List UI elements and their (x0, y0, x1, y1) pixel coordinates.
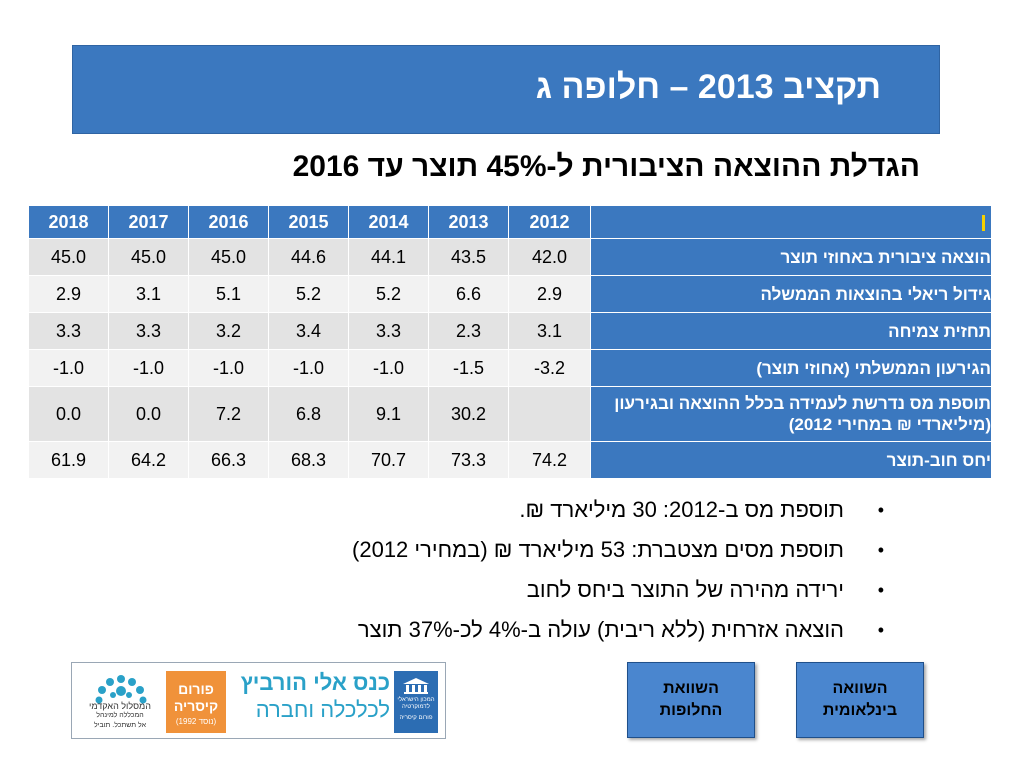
year-header: 2018 (28, 205, 109, 239)
sponsor-logos: המסלול האקדמי המכללה למינהל אל תשתכל. תו… (71, 662, 446, 739)
table-cell (508, 386, 591, 442)
institute-building-icon (403, 678, 429, 694)
idi-logo: המכון הישראלי לדמוקרטיה פורום קיסריה (394, 671, 438, 733)
table-cell: 2.3 (428, 312, 509, 350)
table-cell: 73.3 (428, 441, 509, 479)
table-cell: 44.1 (348, 238, 429, 276)
table-row: 0.0 0.0 7.2 6.8 9.1 30.2 תוספת מס נדרשת … (28, 386, 992, 442)
table-row: 61.9 64.2 66.3 68.3 70.7 73.3 74.2 יחס ח… (28, 441, 992, 479)
budget-table: 2018 2017 2016 2015 2014 2013 2012 45.0 … (28, 205, 992, 479)
table-cell: 43.5 (428, 238, 509, 276)
year-header: 2013 (428, 205, 509, 239)
table-cell: -1.0 (268, 349, 349, 387)
table-cell: 0.0 (28, 386, 109, 442)
caesarea-forum-founded: (נוסד 1992) (175, 717, 217, 726)
table-cell: -1.0 (188, 349, 269, 387)
year-header: 2014 (348, 205, 429, 239)
compare-alternatives-button[interactable]: השוואת החלופות (627, 662, 755, 738)
table-header-row: 2018 2017 2016 2015 2014 2013 2012 (28, 205, 992, 239)
table-cell: -3.2 (508, 349, 591, 387)
table-cell: 70.7 (348, 441, 429, 479)
table-cell: 64.2 (108, 441, 189, 479)
bullet-dot-icon: • (877, 540, 884, 560)
caesarea-forum-name: פורום קיסריה (173, 681, 219, 714)
table-cell: 66.3 (188, 441, 269, 479)
table-cell: 6.8 (268, 386, 349, 442)
academic-track-logo-icon (95, 675, 147, 704)
academic-track-text: המסלול האקדמי המכללה למינהל אל תשתכל. תו… (78, 701, 162, 731)
bullet-item: • ירידה מהירה של התוצר ביחס לחוב (124, 570, 884, 610)
bullet-dot-icon: • (877, 580, 884, 600)
conference-name: כנס אלי הורביץ (240, 670, 390, 695)
year-header: 2017 (108, 205, 189, 239)
academic-track-line1: המסלול האקדמי (89, 701, 151, 711)
table-cell: 3.2 (188, 312, 269, 350)
table-cell: 2.9 (28, 275, 109, 313)
academic-track-line2: המכללה למינהל (96, 712, 144, 719)
table-cell: 5.2 (348, 275, 429, 313)
bullet-text: תוספת מסים מצטברת: 53 מיליארד ₪ (במחירי … (352, 537, 844, 562)
bullet-item: • תוספת מס ב-2012: 30 מיליארד ₪. (124, 490, 884, 530)
bullet-item: • הוצאה אזרחית (ללא ריבית) עולה ב-4% לכ-3… (124, 610, 884, 650)
table-cell: 3.4 (268, 312, 349, 350)
year-header: 2012 (508, 205, 591, 239)
table-cell: -1.0 (28, 349, 109, 387)
table-cell: 45.0 (188, 238, 269, 276)
row-label: הוצאה ציבורית באחוזי תוצר (590, 238, 992, 276)
table-cell: 6.6 (428, 275, 509, 313)
table-cell: 7.2 (188, 386, 269, 442)
row-label: גידול ריאלי בהוצאות הממשלה (590, 275, 992, 313)
conference-subtitle: לכלכלה וחברה (255, 697, 390, 722)
international-comparison-button[interactable]: השוואה בינלאומית (796, 662, 924, 738)
bullet-list: • תוספת מס ב-2012: 30 מיליארד ₪. • תוספת מ… (124, 490, 884, 650)
table-cell: 45.0 (108, 238, 189, 276)
table-row: 45.0 45.0 45.0 44.6 44.1 43.5 42.0 הוצאה… (28, 238, 992, 276)
bullet-text: הוצאה אזרחית (ללא ריבית) עולה ב-4% לכ-37… (357, 617, 844, 642)
table-cell: 3.1 (508, 312, 591, 350)
slide-subtitle: הגדלת ההוצאה הציבורית ל-45% תוצר עד 2016 (292, 150, 920, 183)
bullet-dot-icon: • (877, 500, 884, 520)
row-label: יחס חוב-תוצר (590, 441, 992, 479)
corner-marker (982, 214, 985, 231)
table-cell: -1.5 (428, 349, 509, 387)
table-row: 3.3 3.3 3.2 3.4 3.3 2.3 3.1 תחזית צמיחה (28, 312, 992, 350)
table-row: -1.0 -1.0 -1.0 -1.0 -1.0 -1.5 -3.2 הגירע… (28, 349, 992, 387)
academic-track-line3: אל תשתכל. תוביל (93, 722, 147, 729)
table-cell: -1.0 (348, 349, 429, 387)
row-label: תחזית צמיחה (590, 312, 992, 350)
table-cell: 45.0 (28, 238, 109, 276)
corner-header (590, 205, 992, 239)
title-bar: תקציב 2013 – חלופה ג (72, 45, 940, 134)
table-cell: 68.3 (268, 441, 349, 479)
table-cell: 3.3 (28, 312, 109, 350)
idi-name: המכון הישראלי לדמוקרטיה (397, 697, 435, 710)
table-cell: 3.3 (108, 312, 189, 350)
year-header: 2015 (268, 205, 349, 239)
row-label: הגירעון הממשלתי (אחוזי תוצר) (590, 349, 992, 387)
table-cell: 42.0 (508, 238, 591, 276)
bullet-text: תוספת מס ב-2012: 30 מיליארד ₪. (519, 497, 844, 522)
table-cell: 9.1 (348, 386, 429, 442)
bullet-item: • תוספת מסים מצטברת: 53 מיליארד ₪ (במחירי… (124, 530, 884, 570)
table-cell: 3.1 (108, 275, 189, 313)
table-cell: 74.2 (508, 441, 591, 479)
table-cell: 5.2 (268, 275, 349, 313)
bullet-text: ירידה מהירה של התוצר ביחס לחוב (526, 577, 844, 602)
table-cell: 3.3 (348, 312, 429, 350)
table-cell: 0.0 (108, 386, 189, 442)
bullet-dot-icon: • (877, 620, 884, 640)
table-cell: 44.6 (268, 238, 349, 276)
horowitz-conference-logo: כנס אלי הורביץ לכלכלה וחברה (230, 669, 390, 735)
year-header: 2016 (188, 205, 269, 239)
table-cell: 61.9 (28, 441, 109, 479)
table-row: 2.9 3.1 5.1 5.2 5.2 6.6 2.9 גידול ריאלי … (28, 275, 992, 313)
slide-title: תקציב 2013 – חלופה ג (535, 68, 881, 106)
table-cell: 30.2 (428, 386, 509, 442)
row-label: תוספת מס נדרשת לעמידה בכלל ההוצאה ובגירע… (590, 386, 992, 442)
table-cell: -1.0 (108, 349, 189, 387)
idi-forum: פורום קיסריה (399, 715, 433, 721)
table-cell: 2.9 (508, 275, 591, 313)
caesarea-forum-logo: פורום קיסריה (נוסד 1992) (166, 671, 226, 733)
table-cell: 5.1 (188, 275, 269, 313)
